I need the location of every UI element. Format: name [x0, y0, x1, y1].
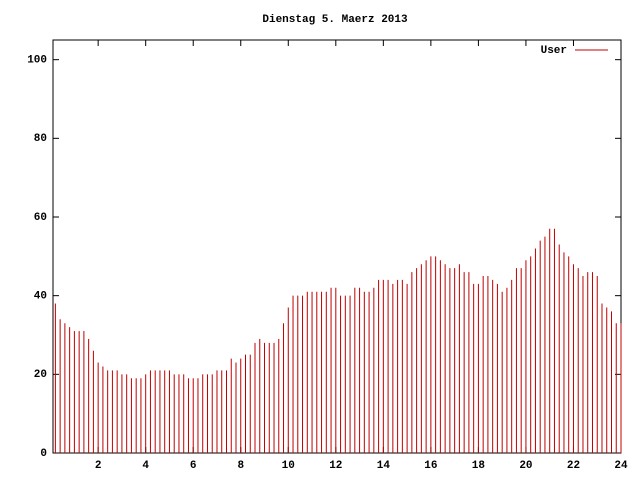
- y-tick-label: 100: [27, 55, 47, 67]
- x-tick-label: 18: [472, 460, 486, 472]
- x-tick-label: 16: [424, 460, 437, 472]
- x-tick-label: 6: [190, 460, 197, 472]
- x-tick-label: 24: [614, 460, 628, 472]
- x-tick-label: 14: [377, 460, 391, 472]
- y-tick-label: 20: [34, 369, 47, 381]
- x-tick-label: 12: [329, 460, 342, 472]
- chart-title: Dienstag 5. Maerz 2013: [262, 14, 408, 26]
- x-tick-label: 8: [237, 460, 244, 472]
- x-tick-label: 20: [519, 460, 532, 472]
- x-tick-label: 2: [95, 460, 102, 472]
- x-tick-label: 22: [567, 460, 580, 472]
- legend-label: User: [541, 45, 567, 57]
- y-tick-label: 80: [34, 133, 47, 145]
- x-tick-label: 10: [282, 460, 295, 472]
- y-tick-label: 60: [34, 212, 47, 224]
- plot-frame: [52, 39, 622, 454]
- x-tick-label: 4: [142, 460, 149, 472]
- y-tick-label: 0: [40, 448, 47, 460]
- y-tick-label: 40: [34, 291, 47, 303]
